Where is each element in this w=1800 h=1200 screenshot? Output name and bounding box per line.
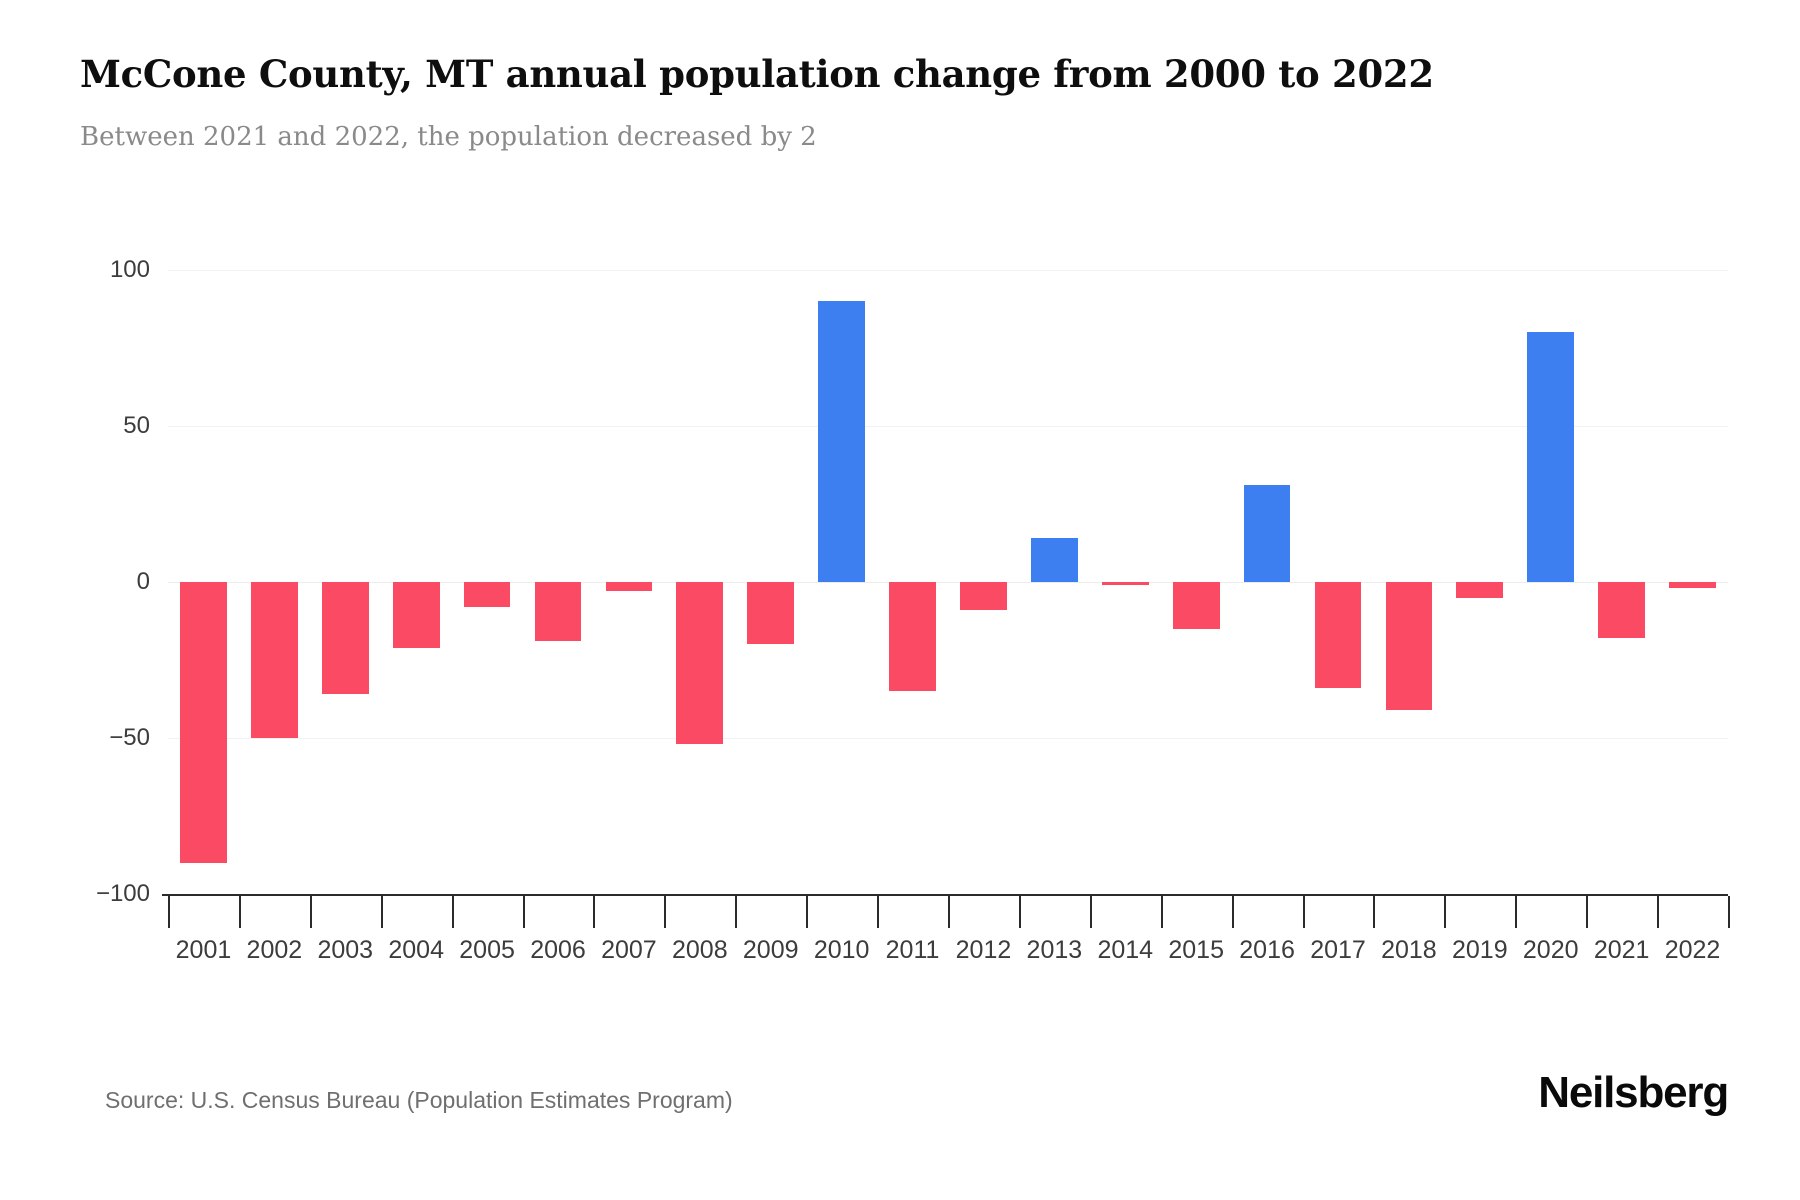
x-tick-mark <box>735 896 738 928</box>
bar-2002[interactable] <box>250 582 298 738</box>
x-tick-label-2008: 2008 <box>672 936 728 964</box>
x-tick-mark <box>1302 896 1305 928</box>
x-tick-mark <box>1373 896 1376 928</box>
bar-2019[interactable] <box>1456 582 1504 598</box>
x-tick-label-2020: 2020 <box>1522 936 1579 964</box>
x-tick-label-2004: 2004 <box>388 936 444 964</box>
x-tick-mark <box>806 896 809 928</box>
x-tick-mark <box>593 896 596 928</box>
x-tick-mark <box>380 896 383 928</box>
x-tick-label-2018: 2018 <box>1381 936 1437 964</box>
bar-2018[interactable] <box>1385 582 1433 710</box>
x-tick-mark <box>522 896 525 928</box>
x-tick-label-2016: 2016 <box>1239 936 1295 964</box>
x-tick-mark <box>1657 896 1660 928</box>
source-note: Source: U.S. Census Bureau (Population E… <box>105 1087 733 1113</box>
x-axis-ticks <box>168 896 1730 930</box>
x-tick-label-2022: 2022 <box>1664 936 1721 964</box>
x-tick-label-2001: 2001 <box>175 936 232 964</box>
page-subtitle: Between 2021 and 2022, the population de… <box>80 122 817 152</box>
x-tick-mark <box>664 896 667 928</box>
x-tick-mark <box>1728 896 1730 928</box>
bar-2010[interactable] <box>818 301 866 582</box>
bar-2008[interactable] <box>676 582 724 745</box>
bar-2022[interactable] <box>1669 582 1716 589</box>
x-tick-label-2019: 2019 <box>1452 936 1508 964</box>
plot-grid <box>168 270 1728 894</box>
bar-2004[interactable] <box>392 582 440 648</box>
bar-2015[interactable] <box>1172 582 1220 629</box>
gridline <box>168 426 1728 427</box>
x-tick-label-2006: 2006 <box>530 936 586 964</box>
x-axis-line <box>162 894 1728 896</box>
x-tick-label-2012: 2012 <box>955 936 1012 964</box>
zero-baseline <box>168 582 1728 583</box>
x-tick-label-2010: 2010 <box>813 936 870 964</box>
bar-2006[interactable] <box>534 582 582 642</box>
bar-2009[interactable] <box>747 582 795 645</box>
x-tick-mark <box>1089 896 1092 928</box>
x-tick-mark <box>948 896 950 928</box>
bar-2007[interactable] <box>605 582 653 592</box>
bar-2020[interactable] <box>1527 332 1575 582</box>
x-tick-label-2017: 2017 <box>1310 936 1366 964</box>
x-tick-label-2015: 2015 <box>1168 936 1224 964</box>
bar-2013[interactable] <box>1030 538 1078 582</box>
x-tick-mark <box>1515 896 1518 928</box>
page-title: McCone County, MT annual population chan… <box>80 52 1434 96</box>
gridline <box>168 270 1728 271</box>
x-tick-label-2014: 2014 <box>1097 936 1154 964</box>
x-tick-mark <box>1444 896 1447 928</box>
y-tick-label: 50 <box>123 412 150 439</box>
x-tick-label-2002: 2002 <box>246 936 303 964</box>
x-tick-mark <box>451 896 454 928</box>
x-tick-label-2021: 2021 <box>1593 936 1650 964</box>
bar-2016[interactable] <box>1243 485 1291 582</box>
bar-2003[interactable] <box>321 582 369 695</box>
x-tick-mark <box>238 896 241 928</box>
x-tick-mark <box>877 896 880 928</box>
x-tick-label-2011: 2011 <box>885 936 940 964</box>
bar-2011[interactable] <box>889 582 936 692</box>
bar-series <box>168 270 1728 894</box>
y-tick-label: 100 <box>109 256 150 283</box>
y-tick-label: 0 <box>136 568 150 595</box>
x-tick-label-2009: 2009 <box>742 936 799 964</box>
x-tick-label-2013: 2013 <box>1026 936 1083 964</box>
bar-2021[interactable] <box>1598 582 1646 639</box>
x-tick-mark <box>1018 896 1021 928</box>
x-tick-mark <box>168 896 170 928</box>
bar-2001[interactable] <box>180 582 227 863</box>
brand-logo: Neilsberg <box>1538 1068 1729 1117</box>
bar-2014[interactable] <box>1101 582 1149 586</box>
bar-2005[interactable] <box>463 582 511 607</box>
y-tick-label: −50 <box>109 724 150 751</box>
bar-2017[interactable] <box>1314 582 1362 689</box>
x-tick-label-2005: 2005 <box>459 936 515 964</box>
y-axis-labels: 100 50 0 −50 −100 <box>0 256 150 907</box>
bar-2012[interactable] <box>960 582 1007 611</box>
y-tick-label: −100 <box>95 880 150 907</box>
x-tick-mark <box>309 896 312 928</box>
x-tick-mark <box>1160 896 1163 928</box>
x-tick-mark <box>1231 896 1234 928</box>
gridline <box>168 738 1728 739</box>
x-axis-labels: 2001 2002 2003 2004 2005 2006 2007 2008 2009 2010… <box>168 936 1728 976</box>
x-tick-label-2007: 2007 <box>601 936 657 964</box>
x-tick-label-2003: 2003 <box>317 936 374 964</box>
x-tick-mark <box>1586 896 1589 928</box>
